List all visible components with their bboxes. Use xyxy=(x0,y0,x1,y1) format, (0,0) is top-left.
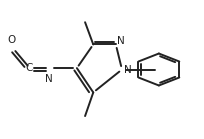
Text: O: O xyxy=(7,35,15,45)
Text: N: N xyxy=(45,74,53,84)
Text: N: N xyxy=(123,65,131,75)
Text: N: N xyxy=(116,36,124,46)
Text: C: C xyxy=(25,63,32,73)
